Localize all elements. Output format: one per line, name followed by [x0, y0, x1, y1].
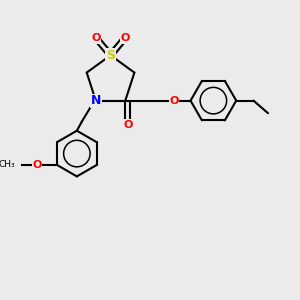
Text: O: O: [169, 96, 178, 106]
Text: O: O: [32, 160, 42, 170]
Text: CH₃: CH₃: [0, 160, 15, 169]
Text: O: O: [120, 33, 130, 43]
Text: O: O: [92, 33, 101, 43]
Text: N: N: [91, 94, 101, 107]
Text: O: O: [123, 120, 133, 130]
Text: S: S: [106, 49, 115, 62]
